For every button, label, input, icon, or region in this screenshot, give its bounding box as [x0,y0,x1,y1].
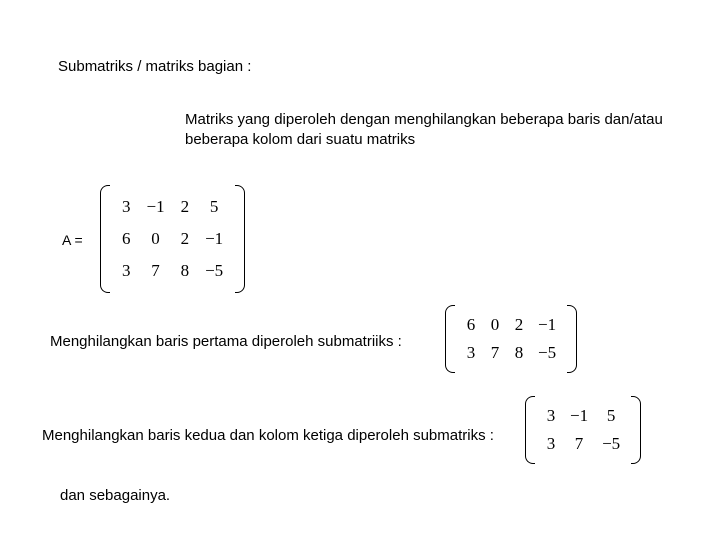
matrix-cell: 3 [114,191,139,223]
definition-text: Matriks yang diperoleh dengan menghilang… [185,110,670,151]
matrix-cell: 7 [139,255,173,287]
matrix-cell: 0 [139,223,173,255]
section-title: Submatriks / matriks bagian : [58,58,251,75]
matrix-cell: 6 [459,311,483,339]
left-paren [525,396,535,464]
matrix-cell: −5 [595,430,627,458]
matrix-cell: 5 [595,402,627,430]
matrix-a: 3−125602−1378−5 [100,185,245,293]
right-paren [631,396,641,464]
matrix-cell: −1 [531,311,563,339]
matrix-cell: 8 [173,255,198,287]
matrix-cell: −1 [197,223,231,255]
right-paren [235,185,245,293]
left-paren [100,185,110,293]
matrix-cell: −1 [563,402,595,430]
right-paren [567,305,577,373]
matrix-cell: 2 [173,191,198,223]
matrix-b-grid: 602−1 378−5 [455,305,567,373]
matrix-c-grid: 3−15 37−5 [535,396,631,464]
matrix-cell: 2 [173,223,198,255]
text-remove-row2-col3: Menghilangkan baris kedua dan kolom keti… [42,427,494,444]
matrix-cell: 5 [197,191,231,223]
matrix-cell: −5 [531,339,563,367]
matrix-cell: 3 [114,255,139,287]
matrix-cell: 8 [507,339,531,367]
matrix-cell: −5 [197,255,231,287]
matrix-c: 3−15 37−5 [525,396,641,464]
left-paren [445,305,455,373]
matrix-cell: 2 [507,311,531,339]
matrix-cell: 7 [483,339,507,367]
matrix-cell: 0 [483,311,507,339]
text-remove-first-row: Menghilangkan baris pertama diperoleh su… [50,333,402,350]
matrix-cell: 6 [114,223,139,255]
matrix-cell: −1 [139,191,173,223]
matrix-b: 602−1 378−5 [445,305,577,373]
text-etc: dan sebagainya. [60,487,170,504]
matrix-cell: 7 [563,430,595,458]
matrix-a-label: A = [62,232,83,248]
matrix-cell: 3 [459,339,483,367]
matrix-cell: 3 [539,430,563,458]
matrix-a-grid: 3−125602−1378−5 [110,185,235,293]
matrix-cell: 3 [539,402,563,430]
